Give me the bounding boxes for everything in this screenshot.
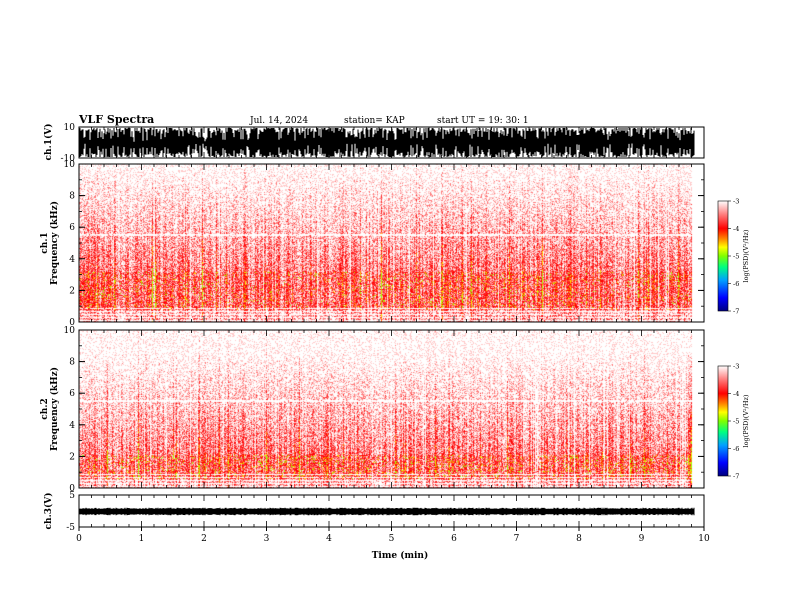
x-tick-label: 1: [139, 534, 145, 544]
y-tick-label: 5: [69, 491, 75, 501]
colorbar-tick-label: -4: [733, 390, 739, 398]
x-tick-label: 10: [698, 534, 710, 544]
x-tick-label: 3: [264, 534, 270, 544]
start-time-label: start UT = 19: 30: 1: [437, 116, 529, 126]
y-tick-label: 10: [64, 123, 76, 133]
ch3-waveform-trace: [79, 507, 695, 516]
y-tick-label: 8: [69, 358, 75, 368]
colorbar-tick-label: -3: [733, 363, 739, 371]
ch2-spectrogram-ylabel-frequency: Frequency (kHz): [49, 367, 60, 451]
time-axis: 0 1 2 3 4 5 6 7 8 9 10: [76, 127, 710, 544]
ch2-colorbar-label: log(PSD)(V²/Hz): [742, 394, 750, 447]
y-tick-label: 0: [69, 484, 75, 494]
x-tick-label: 6: [451, 534, 457, 544]
colorbar-tick-label: -4: [733, 225, 739, 233]
x-tick-label: 9: [639, 534, 645, 544]
x-tick-label: 5: [389, 534, 395, 544]
ch1-spectrogram-ylabel-frequency: Frequency (kHz): [49, 201, 60, 285]
ch1-waveform-panel: 10 -10 ch.1(V): [43, 123, 705, 164]
y-tick-label: 2: [69, 286, 75, 296]
y-tick-label: 4: [69, 255, 75, 265]
ch2-spectrogram-ylabel-channel: ch.2: [40, 398, 50, 419]
ch3-waveform-ylabel: ch.3(V): [43, 493, 54, 530]
y-tick-label: -10: [61, 154, 76, 164]
x-tick-label: 8: [576, 534, 582, 544]
y-tick-label: -5: [66, 523, 75, 533]
y-tick-label: 10: [64, 326, 76, 336]
colorbar-tick-label: -5: [733, 418, 739, 426]
colorbar-tick-label: -6: [733, 280, 739, 288]
y-tick-label: 2: [69, 452, 75, 462]
y-tick-label: 6: [69, 389, 75, 399]
y-tick-label: 8: [69, 192, 75, 202]
ch2-spectrogram-image: [79, 330, 694, 488]
x-tick-label: 7: [514, 534, 520, 544]
ch2-colorbar: [717, 365, 729, 477]
colorbar-tick-label: -7: [733, 308, 739, 316]
y-tick-label: 6: [69, 223, 75, 233]
ch1-spectrogram-ylabel-channel: ch.1: [40, 232, 50, 253]
y-tick-label: 10: [64, 160, 76, 170]
station-label: station= KAP: [344, 116, 405, 126]
time-axis-label: Time (min): [372, 550, 429, 561]
ch1-colorbar-label: log(PSD)(V²/Hz): [742, 229, 750, 282]
ch1-spectrogram-image: [79, 164, 694, 322]
x-tick-label: 2: [201, 534, 207, 544]
colorbar-tick-label: -5: [733, 253, 739, 261]
y-tick-label: 4: [69, 421, 75, 431]
colorbar-tick-label: -3: [733, 198, 739, 206]
ch3-waveform-panel: 5 -5 ch.3(V): [43, 491, 705, 533]
figure-title: VLF Spectra: [78, 113, 154, 126]
ch1-waveform-ylabel: ch.1(V): [43, 124, 54, 161]
y-tick-label: 0: [69, 318, 75, 328]
colorbar-tick-label: -7: [733, 473, 739, 481]
x-tick-label: 4: [326, 534, 332, 544]
ch1-waveform-trace: [79, 128, 695, 157]
ch1-colorbar: [717, 200, 729, 312]
date-label: Jul. 14, 2024: [249, 116, 308, 126]
colorbar-tick-label: -6: [733, 445, 739, 453]
x-tick-label: 0: [76, 534, 82, 544]
